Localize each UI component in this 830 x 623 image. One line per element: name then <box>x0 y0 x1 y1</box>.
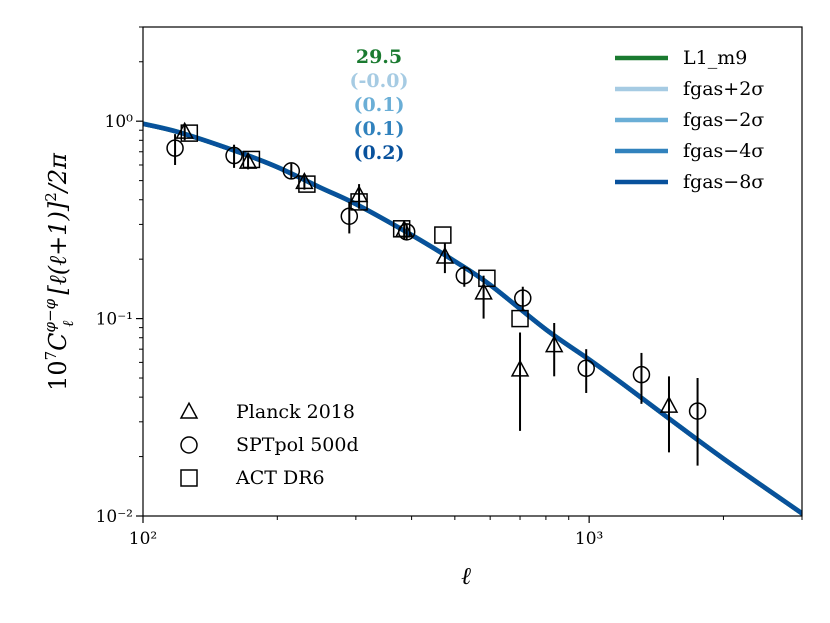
marker-circle-8 <box>632 365 651 384</box>
plot-frame <box>142 26 803 517</box>
marker-square-5 <box>434 226 452 244</box>
annotation-2: (0.1) <box>353 94 404 116</box>
y-label-sq: 2 <box>42 192 60 202</box>
marker-circle-2 <box>282 162 301 180</box>
legend-label-3: fgas−4σ <box>683 140 764 162</box>
marker-square-1 <box>242 150 261 169</box>
y-tick-label-0: 10⁻² <box>96 507 133 527</box>
axis-ticks: 10² 10³ 10⁻² 10⁻¹ 10⁰ <box>96 26 803 549</box>
legend: L1_m9 fgas+2σ fgas−2σ fgas−4σ fgas−8σ <box>615 47 764 193</box>
model-curve-4 <box>143 121 802 516</box>
y-label-sub: ℓ <box>59 321 77 327</box>
annotation-4: (0.2) <box>353 142 404 164</box>
legend-marker-label-0: Planck 2018 <box>236 401 355 423</box>
marker-square-7 <box>511 309 529 328</box>
svg-text:107Cφ−φℓ[ℓ(ℓ+1)]2/2π: 107Cφ−φℓ [ℓ(ℓ+1)]2/2π <box>41 152 77 391</box>
legend-marker-triangle <box>179 401 199 419</box>
marker-square-3 <box>350 193 368 211</box>
marker-triangle-5 <box>435 246 455 264</box>
legend-marker-square <box>180 469 198 487</box>
y-label-exp: 7 <box>42 351 60 361</box>
marker-square-2 <box>298 175 316 193</box>
legend-label-2: fgas−2σ <box>683 109 764 131</box>
marker-square-4 <box>392 220 411 238</box>
marker-circle-6 <box>514 289 532 307</box>
marker-square-6 <box>478 269 496 288</box>
marker-circle-1 <box>225 146 243 165</box>
marker-triangle-8 <box>544 335 564 353</box>
y-tick-label-2: 10⁰ <box>105 112 134 132</box>
y-label-sup: φ−φ <box>41 298 59 332</box>
marker-triangle-6 <box>474 282 493 300</box>
marker-circle-3 <box>340 207 359 225</box>
marker-legend: Planck 2018 SPTpol 500d ACT DR6 <box>179 401 359 489</box>
legend-marker-label-2: ACT DR6 <box>235 467 325 489</box>
annotation-1: (-0.0) <box>350 70 409 92</box>
y-label-c: C <box>44 332 72 350</box>
marker-circle-7 <box>577 359 595 378</box>
legend-marker-circle <box>180 436 198 454</box>
marker-circle-5 <box>455 266 474 285</box>
data-markers <box>166 121 707 420</box>
legend-marker-label-1: SPTpol 500d <box>236 434 359 456</box>
y-tick-label-1: 10⁻¹ <box>96 310 133 330</box>
x-tick-label-0: 10² <box>129 529 157 549</box>
marker-triangle-7 <box>510 359 530 377</box>
marker-circle-4 <box>397 223 416 241</box>
y-axis-label: 107Cφ−φℓ [ℓ(ℓ+1)]2/2π <box>41 152 77 391</box>
legend-label-0: L1_m9 <box>683 47 747 69</box>
legend-label-4: fgas−8σ <box>683 171 764 193</box>
annotation-0: 29.5 <box>356 46 402 68</box>
x-axis-label: ℓ <box>461 562 471 590</box>
marker-circle-9 <box>688 402 707 420</box>
model-annotations: 29.5(-0.0)(0.1)(0.1)(0.2) <box>350 46 409 164</box>
legend-label-1: fgas+2σ <box>683 78 764 100</box>
annotation-3: (0.1) <box>353 118 404 140</box>
model-curves <box>143 121 802 516</box>
x-tick-label-1: 10³ <box>575 529 603 549</box>
marker-circle-0 <box>166 139 184 157</box>
marker-triangle-9 <box>659 395 679 413</box>
y-label-base: 10 <box>44 360 72 391</box>
y-label-rest: [ℓ(ℓ+1)] <box>44 201 72 294</box>
marker-square-0 <box>180 124 199 142</box>
marker-triangle-2 <box>295 171 314 190</box>
y-label-tail: /2π <box>44 152 72 194</box>
